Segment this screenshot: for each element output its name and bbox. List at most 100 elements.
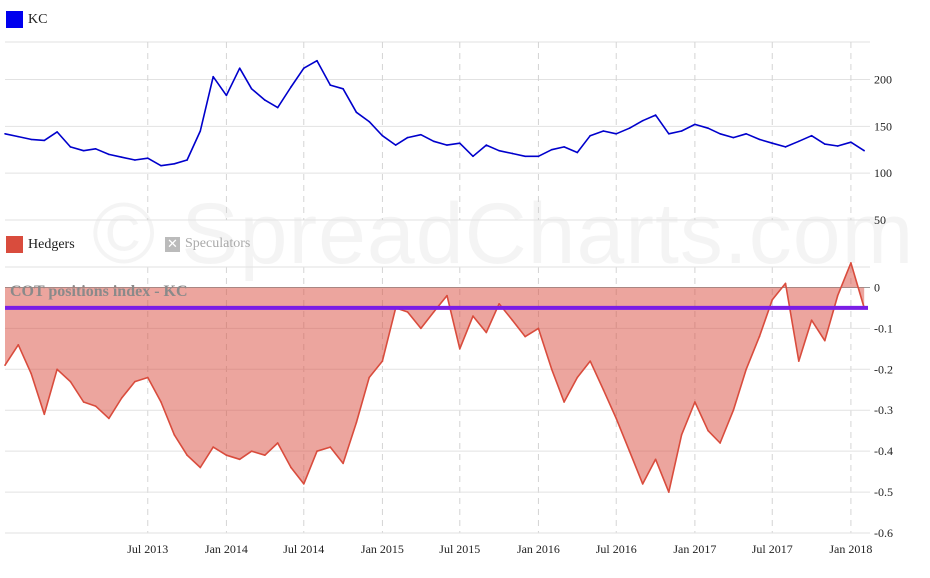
kc-data-point [563,146,565,148]
hedgers-data-point [212,446,214,448]
hedgers-data-point [264,454,266,457]
hedgers-data-point [290,466,292,469]
kc-data-point [146,157,149,159]
kc-data-point [485,144,488,146]
legend-speculators[interactable]: ✕ Speculators [165,236,250,252]
legend-hedgers[interactable]: Hedgers [6,236,75,253]
kc-data-point [537,155,540,158]
hedgers-data-point [329,446,332,448]
kc-data-point [290,86,292,88]
kc-data-point [498,149,500,152]
x-tick-label: Jan 2016 [517,542,560,556]
hedgers-swatch-icon [6,236,23,253]
legend-hedgers-label: Hedgers [28,236,75,252]
kc-data-point [30,138,32,141]
hedgers-data-point [628,450,631,452]
kc-data-point [406,136,409,139]
kc-series-line [4,59,865,167]
hedgers-data-point [458,348,461,350]
bottom-y-tick-label: -0.5 [874,485,893,499]
hedgers-data-point [758,335,761,338]
hedgers-data-point [186,454,188,457]
kc-data-point [276,106,279,109]
kc-data-point [511,152,514,155]
hedgers-data-point [69,380,72,383]
bottom-y-tick-label: -0.3 [874,403,893,417]
kc-data-point [446,144,448,146]
hedgers-data-point [472,315,474,317]
hedgers-data-point [732,409,735,412]
hedgers-data-point [225,454,228,457]
hedgers-data-point [654,458,657,461]
kc-data-point [199,130,202,132]
kc-data-point [707,127,709,129]
hedgers-data-point [160,401,162,403]
kc-data-point [342,88,344,90]
kc-data-point [394,144,397,146]
hedgers-data-point [836,294,839,297]
kc-data-point [368,120,370,123]
top-y-tick-label: 100 [874,166,892,180]
hedgers-area [5,262,865,493]
kc-data-point [836,145,839,147]
hedgers-data-point [615,417,618,420]
kc-data-point [43,139,46,142]
kc-data-point [550,148,553,151]
hedgers-data-point [30,372,32,375]
hedgers-data-point [719,442,721,444]
hedgers-data-point [446,294,448,297]
kc-data-point [732,136,735,139]
hedgers-data-point [850,262,852,264]
bottom-y-tick-label: -0.1 [874,321,893,335]
x-tick-label: Jul 2015 [439,542,480,556]
hedgers-data-point [563,401,565,403]
kc-data-point [719,133,721,135]
x-tick-label: Jan 2017 [673,542,716,556]
kc-data-point [82,149,85,152]
kc-data-point [576,151,579,154]
hedgers-data-point [146,376,149,379]
kc-data-point [615,133,618,135]
hedgers-data-point [94,405,97,407]
hedgers-data-point [276,442,279,444]
kc-data-point [863,149,865,152]
lower-chart-title: COT positions index - KC [10,283,188,300]
kc-data-point [668,133,670,135]
hedgers-data-point [355,421,358,424]
hedgers-data-point [550,368,553,371]
x-tick-label: Jan 2015 [361,542,404,556]
hedgers-data-point [120,397,123,399]
x-tick-label: Jul 2014 [283,542,324,556]
hedgers-data-point [316,450,318,452]
hedgers-data-point [17,343,20,346]
kc-data-point [745,133,747,135]
kc-data-point [810,134,813,137]
hedgers-data-point [406,311,409,313]
kc-data-point [120,156,123,159]
legend-kc[interactable]: KC [6,11,47,28]
hedgers-data-point [342,462,344,465]
top-y-tick-label: 150 [874,119,892,133]
kc-data-point [69,146,72,148]
hedgers-data-point [707,429,709,432]
legend-speculators-label: Speculators [185,236,251,251]
hedgers-data-point [641,483,644,485]
hedgers-data-point [43,413,46,416]
x-tick-label: Jul 2013 [127,542,168,556]
hedgers-data-point [745,368,747,371]
hedgers-data-point [381,360,384,362]
kc-data-point [238,67,241,70]
kc-data-point [850,141,852,144]
hedgers-data-point [537,327,540,330]
kc-data-point [94,148,97,150]
kc-data-point [173,162,176,165]
kc-data-point [824,143,826,145]
hedgers-data-point [302,483,305,485]
kc-data-point [302,67,305,70]
kc-data-point [432,140,435,143]
top-y-tick-label: 200 [874,72,892,86]
hedgers-data-point [694,401,696,403]
hedgers-data-point [511,319,514,322]
